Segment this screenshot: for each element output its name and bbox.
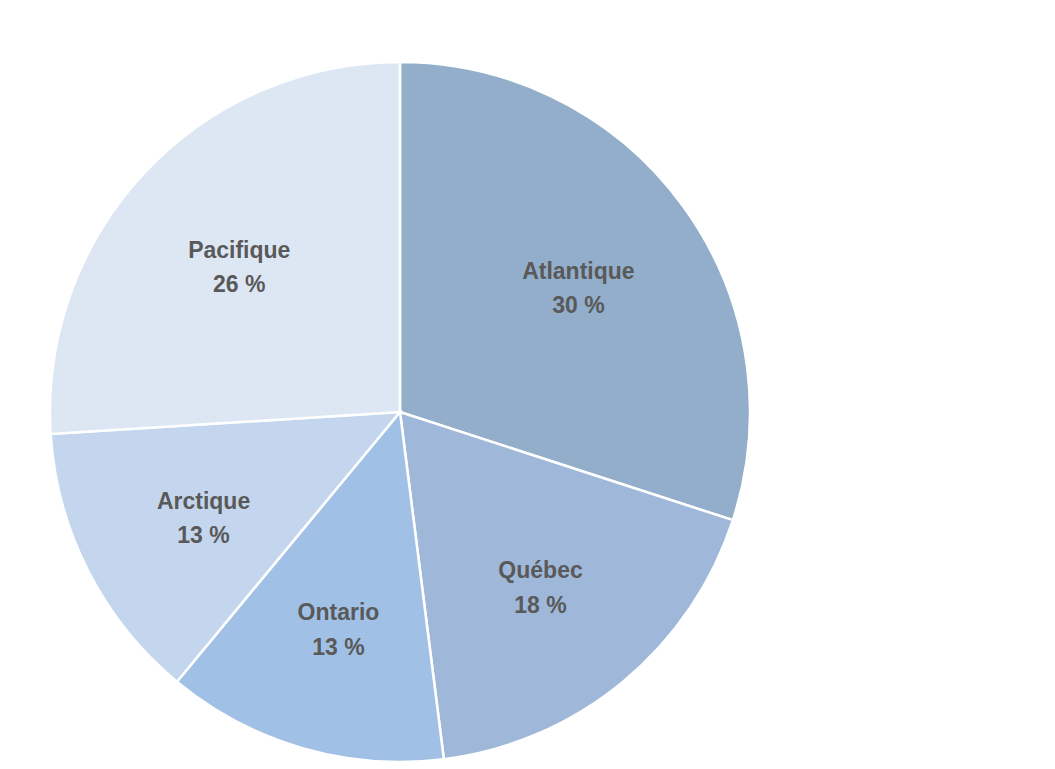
labels: Atlantique30 %Québec18 %Ontario13 %Arcti…	[157, 237, 635, 660]
slice-label: Pacifique 26 %	[188, 237, 290, 298]
slice-value: 18 %	[514, 592, 566, 618]
slice-label: Ontario 13 %	[298, 599, 380, 660]
slice-category: Ontario	[298, 599, 380, 625]
slice-value: 13 %	[312, 634, 364, 660]
pie	[50, 62, 750, 762]
slice-value: 26 %	[213, 271, 265, 297]
slice-value: 13 %	[177, 522, 229, 548]
slice-category: Atlantique	[522, 258, 634, 284]
pie-slice	[51, 412, 400, 682]
chart: Atlantique30 %Québec18 %Ontario13 %Arcti…	[0, 0, 1055, 769]
slice-label: Arctique 13 %	[157, 488, 250, 549]
pie-slice	[50, 62, 400, 434]
slice-category: Québec	[498, 557, 583, 583]
slice-label: Québec 18 %	[498, 557, 583, 618]
pie-slice	[400, 412, 733, 759]
slice-category: Pacifique	[188, 237, 290, 263]
slice-value: 30 %	[552, 292, 604, 318]
slice-label: Atlantique 30 %	[522, 258, 634, 319]
slice-category: Arctique	[157, 488, 250, 514]
